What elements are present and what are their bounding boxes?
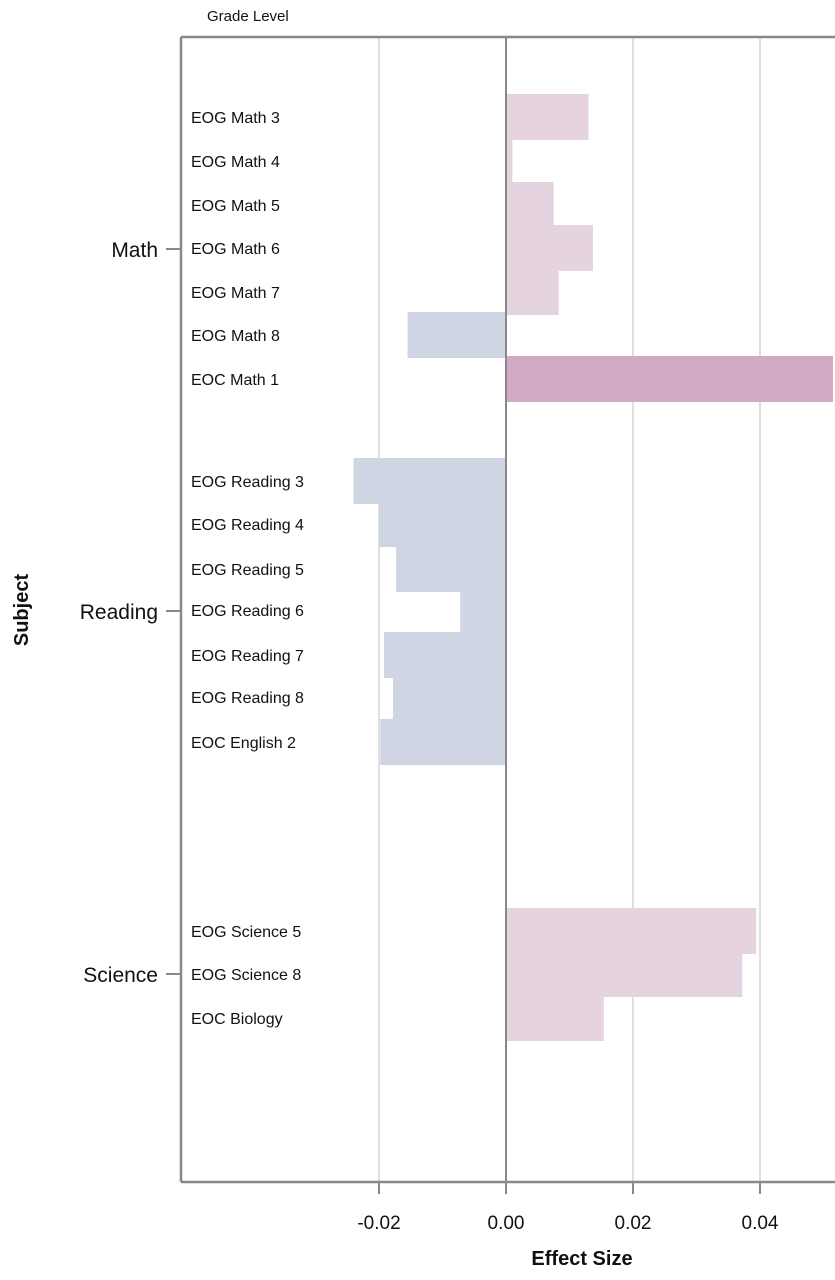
- bar: [506, 225, 593, 271]
- inner-axis-label: Grade Level: [207, 8, 289, 25]
- category-label: EOG Science 8: [191, 967, 301, 984]
- group-label: Science: [83, 964, 158, 987]
- bar: [380, 719, 506, 765]
- bar: [506, 356, 834, 402]
- bar: [353, 458, 506, 504]
- category-label: EOG Reading 5: [191, 562, 304, 579]
- bar: [407, 312, 506, 358]
- category-label: EOG Reading 3: [191, 474, 304, 491]
- category-label: EOG Math 5: [191, 198, 280, 215]
- axes: [166, 35, 835, 1194]
- category-label: EOG Math 6: [191, 241, 280, 258]
- x-tick-label: 0.04: [742, 1213, 779, 1234]
- category-label: EOG Math 8: [191, 328, 280, 345]
- bar: [506, 182, 554, 228]
- category-label: EOC English 2: [191, 735, 296, 752]
- bar: [506, 94, 589, 140]
- bar: [506, 138, 513, 184]
- x-tick-label: 0.02: [615, 1213, 652, 1234]
- bar: [506, 908, 757, 954]
- bars: [353, 94, 834, 1041]
- category-label: EOG Science 5: [191, 924, 301, 941]
- x-tick-label: 0.00: [488, 1213, 525, 1234]
- x-axis-title: Effect Size: [531, 1248, 632, 1270]
- category-label: EOG Reading 7: [191, 648, 304, 665]
- group-label: Math: [111, 239, 158, 262]
- category-label: EOG Math 7: [191, 285, 280, 302]
- labels: EOG Math 3 EOG Math 4 EOG Math 5 EOG Math 6…: [80, 110, 779, 1234]
- category-label: EOG Reading 8: [191, 690, 304, 707]
- group-label: Reading: [80, 601, 158, 624]
- category-label: EOC Math 1: [191, 372, 279, 389]
- x-tick-label: -0.02: [357, 1213, 400, 1234]
- category-label: EOG Reading 4: [191, 517, 304, 534]
- category-label: EOG Math 3: [191, 110, 280, 127]
- category-label: EOG Reading 6: [191, 603, 304, 620]
- bar: [392, 674, 506, 720]
- bar: [506, 269, 559, 315]
- bar: [384, 632, 506, 678]
- bar: [396, 546, 506, 592]
- category-label: EOG Math 4: [191, 154, 280, 171]
- category-label: EOC Biology: [191, 1011, 283, 1028]
- bar: [379, 501, 506, 547]
- y-axis-title: Subject: [11, 574, 33, 647]
- bar: [460, 587, 506, 633]
- bar: [506, 995, 604, 1041]
- bar: [506, 951, 743, 997]
